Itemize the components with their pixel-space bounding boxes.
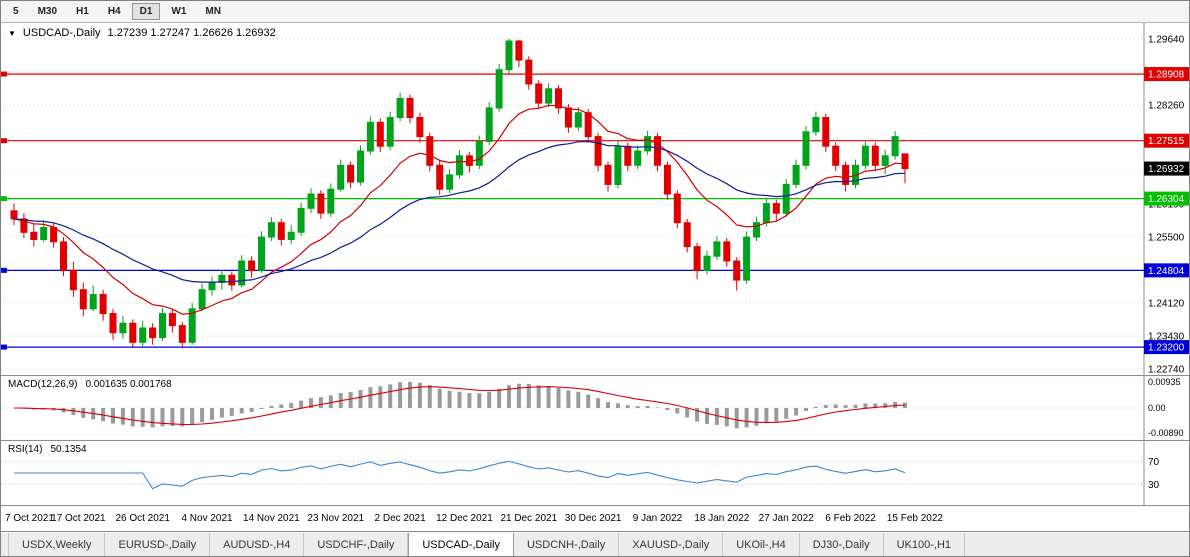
timeframe-button-m30[interactable]: M30 — [37, 6, 58, 17]
chart-tab-audusd-h4[interactable]: AUDUSD-,H4 — [210, 533, 305, 556]
chart-tab-usdchf-daily[interactable]: USDCHF-,Daily — [304, 533, 409, 556]
main-chart-canvas[interactable]: 1.296401.289501.282601.275701.268801.261… — [1, 23, 1190, 375]
svg-text:1.24120: 1.24120 — [1148, 299, 1185, 310]
svg-text:1.27515: 1.27515 — [1148, 136, 1185, 147]
date-label: 15 Feb 2022 — [886, 513, 943, 524]
timeframe-button-w1[interactable]: W1 — [171, 6, 187, 17]
date-label: 6 Feb 2022 — [825, 513, 876, 524]
date-label: 9 Jan 2022 — [632, 513, 683, 524]
svg-text:1.28908: 1.28908 — [1148, 70, 1185, 81]
svg-text:0.00935: 0.00935 — [1148, 377, 1181, 387]
date-label: 4 Nov 2021 — [181, 513, 233, 524]
svg-text:1.22740: 1.22740 — [1148, 365, 1185, 375]
chart-tab-uk100-h1[interactable]: UK100-,H1 — [884, 533, 966, 556]
date-label: 14 Nov 2021 — [243, 513, 300, 524]
date-label: 21 Dec 2021 — [500, 513, 558, 524]
macd-panel[interactable]: 0.00935 0.00 -0.00890 MACD(12,26,9) 0.0016… — [1, 376, 1189, 441]
timeframe-button-mn[interactable]: MN — [205, 6, 221, 17]
svg-text:1.24804: 1.24804 — [1148, 266, 1185, 277]
timeframe-button-h1[interactable]: H1 — [76, 6, 89, 17]
chart-tab-eurusd-daily[interactable]: EURUSD-,Daily — [105, 533, 211, 556]
date-label: 17 Oct 2021 — [51, 513, 106, 524]
timeframe-toolbar: 5 M30 H1 H4 D1 W1 MN — [1, 1, 1189, 23]
chart-tab-ukoil-h4[interactable]: UKOil-,H4 — [723, 533, 800, 556]
timeframe-button-5[interactable]: 5 — [13, 6, 19, 17]
svg-text:1.23430: 1.23430 — [1148, 332, 1185, 343]
date-label: 12 Dec 2021 — [436, 513, 493, 524]
svg-text:70: 70 — [1148, 457, 1160, 468]
chart-tab-usdx-weekly[interactable]: USDX,Weekly — [8, 533, 106, 556]
timeframe-button-d1[interactable]: D1 — [131, 3, 161, 20]
svg-text:30: 30 — [1148, 480, 1160, 491]
chart-tab-xauusd-daily[interactable]: XAUUSD-,Daily — [619, 533, 724, 556]
date-label: 7 Oct 2021 — [5, 513, 54, 524]
date-label: 2 Dec 2021 — [374, 513, 426, 524]
svg-text:1.26932: 1.26932 — [1148, 164, 1185, 175]
svg-text:1.26304: 1.26304 — [1148, 194, 1185, 205]
svg-text:1.29640: 1.29640 — [1148, 35, 1185, 46]
date-label: 30 Dec 2021 — [564, 513, 622, 524]
chart-tab-usdcnh-daily[interactable]: USDCNH-,Daily — [514, 533, 620, 556]
date-label: 18 Jan 2022 — [694, 513, 750, 524]
main-chart-panel[interactable]: 1.296401.289501.282601.275701.268801.261… — [1, 23, 1189, 376]
chart-tabs: USDX,Weekly EURUSD-,Daily AUDUSD-,H4 USDCHF… — [1, 532, 1189, 556]
timeframe-button-h4[interactable]: H4 — [107, 6, 121, 17]
chart-tab-usdcad-daily[interactable]: USDCAD-,Daily — [408, 533, 514, 556]
date-label: 26 Oct 2021 — [115, 513, 170, 524]
svg-text:1.28260: 1.28260 — [1148, 101, 1185, 112]
date-label: 27 Jan 2022 — [758, 513, 814, 524]
macd-canvas[interactable]: 0.00935 0.00 -0.00890 — [1, 376, 1190, 440]
svg-text:0.00: 0.00 — [1148, 403, 1166, 413]
svg-text:1.23200: 1.23200 — [1148, 343, 1185, 354]
date-axis[interactable]: 7 Oct 2021 17 Oct 2021 26 Oct 2021 4 Nov 20… — [1, 506, 1189, 532]
rsi-panel[interactable]: 70 30 RSI(14) 50.1354 — [1, 441, 1189, 506]
svg-text:-0.00890: -0.00890 — [1148, 428, 1184, 438]
chart-tab-dj30-daily[interactable]: DJ30-,Daily — [800, 533, 884, 556]
date-label: 23 Nov 2021 — [307, 513, 365, 524]
svg-text:1.25500: 1.25500 — [1148, 233, 1185, 244]
rsi-canvas[interactable]: 70 30 — [1, 441, 1190, 505]
chart-dropdown-icon[interactable]: ▼ — [8, 28, 16, 38]
